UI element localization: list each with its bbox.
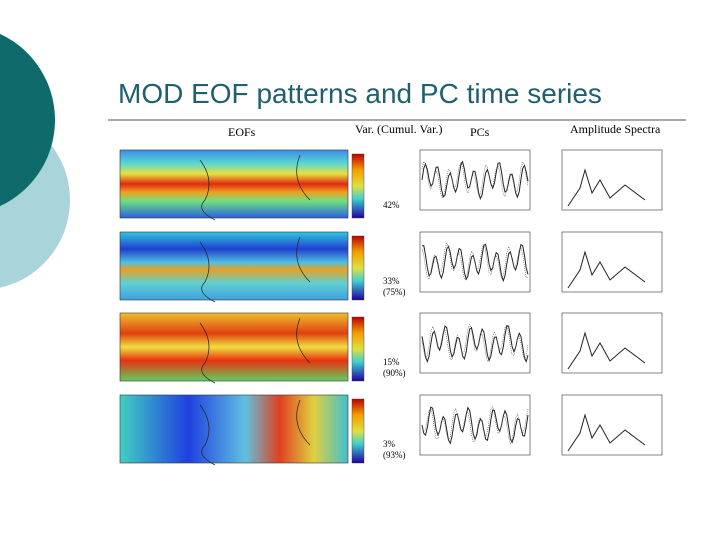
pc-series-dotted [421,323,529,362]
spectrum-plot-frame [561,394,663,456]
eof-map [119,312,349,382]
continent-outline [199,399,311,466]
cumulative-variance-label: (90%) [383,368,406,378]
slide-title: MOD EOF patterns and PC time series [118,78,602,109]
column-header: Amplitude Spectra [570,122,661,136]
variance-label: 42% [383,200,400,210]
colorbar [351,398,365,464]
variance-label: 33% [383,276,400,286]
variance-label: 3% [383,439,396,449]
spectrum-plot-frame [561,231,663,293]
colorbar [351,316,365,382]
variance-label: 15% [383,357,400,367]
pc-series-dotted [421,242,529,280]
eof-map [119,149,349,219]
eof-map [119,394,349,464]
spectrum-line [567,250,646,289]
spectrum-plot-frame [561,312,663,374]
figure-panels: 42% 33%(75%) 15%(90%) 3%(93%) [119,149,663,466]
pc-series-dotted [421,160,529,199]
column-header: Var. (Cumul. Var.) [355,122,442,136]
spectrum-plot-frame [561,149,663,211]
continent-outline [199,154,311,221]
cumulative-variance-label: (93%) [383,450,406,460]
pc-series-dotted [421,405,529,445]
column-header: EOFs [228,125,256,139]
pc-series [421,243,529,283]
spectrum-line [567,331,646,370]
continent-outline [199,317,311,384]
colorbar [351,153,365,219]
pc-series [421,324,529,364]
eof-map [119,231,349,301]
pc-series [421,406,529,445]
spectrum-line [567,168,646,207]
column-header: PCs [470,125,490,139]
continent-outline [199,236,311,303]
pc-plot-frame [419,394,531,456]
cumulative-variance-label: (75%) [383,287,406,297]
spectrum-line [567,413,646,452]
colorbar [351,235,365,301]
decor-circle-dark [0,33,55,207]
